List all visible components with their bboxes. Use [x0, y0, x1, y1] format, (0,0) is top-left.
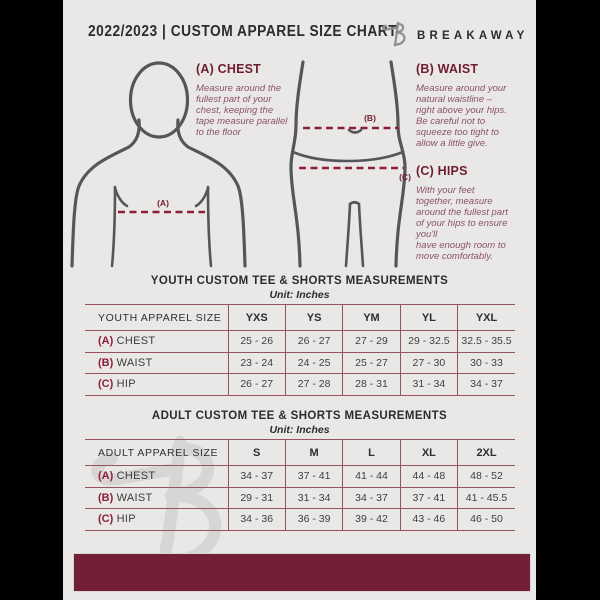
measurement-label-cell: (A) CHEST: [85, 330, 228, 352]
brand-logo: BREAKAWAY: [380, 18, 529, 50]
size-column-header: YS: [284, 304, 343, 331]
lower-body-figure: (B) (C): [289, 60, 411, 268]
table-header-row: ADULT APPAREL SIZE S M L XL 2XL: [85, 439, 515, 466]
measurement-cell: 44 - 48: [399, 465, 458, 487]
chest-heading: (A) CHEST: [196, 62, 261, 76]
adult-table-unit: Unit: Inches: [269, 424, 330, 436]
row-label: HIP: [113, 378, 136, 391]
measurement-cell: 26 - 27: [284, 330, 343, 352]
footer-bar: [73, 553, 531, 592]
hips-instructions: (C) HIPS With your feet together, measur…: [416, 164, 536, 262]
size-column-header: 2XL: [457, 439, 515, 466]
measurement-row: (C) HIP 26 - 27 27 - 28 28 - 31 31 - 34 34 - …: [85, 373, 515, 396]
waist-body-text: Measure around your natural waistline – …: [416, 83, 507, 149]
apparel-size-column-header: YOUTH APPAREL SIZE: [85, 304, 228, 331]
row-label: HIP: [113, 513, 136, 526]
measurement-row: (B) WAIST 23 - 24 24 - 25 25 - 27 27 - 30 30 …: [85, 351, 515, 374]
youth-table-title: YOUTH CUSTOM TEE & SHORTS MEASUREMENTS: [150, 275, 449, 287]
chest-body-text: Measure around the fullest part of your …: [196, 83, 288, 138]
measurement-row: (A) CHEST 25 - 26 26 - 27 27 - 29 29 - 32.5 3…: [85, 330, 515, 352]
adult-table-title: ADULT CUSTOM TEE & SHORTS MEASUREMENTS: [151, 410, 448, 422]
size-column-header: YXS: [227, 304, 286, 331]
row-label: CHEST: [113, 335, 156, 348]
measurement-cell: 29 - 32.5: [399, 330, 458, 352]
breakaway-b-icon: [380, 18, 410, 50]
size-column-header: S: [227, 439, 286, 466]
row-key: (B): [98, 356, 114, 369]
measurement-cell: 26 - 27: [227, 373, 286, 396]
measurement-cell: 34 - 36: [227, 508, 286, 531]
table-header-row: YOUTH APPAREL SIZE YXS YS YM YL YXL: [85, 304, 515, 331]
measurement-cell: 34 - 37: [227, 465, 286, 487]
page-title: 2022/2023 | CUSTOM APPAREL SIZE CHART: [88, 23, 398, 40]
measurement-label-cell: (C) HIP: [85, 373, 228, 396]
size-column-header: YL: [399, 304, 458, 331]
apparel-size-column-header: ADULT APPAREL SIZE: [85, 439, 228, 466]
measurement-cell: 43 - 46: [399, 508, 458, 531]
measurement-cell: 41 - 45.5: [457, 486, 515, 509]
row-label: CHEST: [113, 470, 156, 483]
size-column-header: YM: [342, 304, 401, 331]
measurement-row: (B) WAIST 29 - 31 31 - 34 34 - 37 37 - 41 41 …: [85, 486, 515, 509]
measurement-label-cell: (B) WAIST: [85, 486, 228, 509]
row-key: (A): [98, 335, 114, 348]
waist-line-label: (B): [364, 113, 376, 123]
measurement-cell: 30 - 33: [457, 351, 515, 374]
hips-body-text: With your feet together, measure around …: [416, 185, 508, 262]
measurement-label-cell: (B) WAIST: [85, 351, 228, 374]
size-column-header: M: [284, 439, 343, 466]
size-column-header: L: [342, 439, 401, 466]
size-column-header: XL: [399, 439, 458, 466]
measurement-row: (A) CHEST 34 - 37 37 - 41 41 - 44 44 - 48 48 …: [85, 465, 515, 487]
upper-body-figure: (A): [70, 61, 247, 268]
measurement-cell: 27 - 30: [399, 351, 458, 374]
measurement-cell: 23 - 24: [227, 351, 286, 374]
waist-heading: (B) WAIST: [416, 62, 479, 76]
waist-instructions: (B) WAIST Measure around your natural wa…: [416, 62, 536, 149]
size-chart-page: 2022/2023 | CUSTOM APPAREL SIZE CHART BR…: [63, 0, 536, 600]
row-label: WAIST: [113, 491, 153, 504]
measurement-cell: 37 - 41: [399, 486, 458, 509]
measurement-cell: 37 - 41: [284, 465, 343, 487]
measurement-cell: 27 - 29: [342, 330, 401, 352]
measurement-cell: 24 - 25: [284, 351, 343, 374]
brand-name: BREAKAWAY: [417, 29, 529, 42]
measurement-cell: 36 - 39: [284, 508, 343, 531]
chest-line-label: (A): [157, 198, 169, 208]
measurement-cell: 25 - 26: [227, 330, 286, 352]
measurement-cell: 41 - 44: [342, 465, 401, 487]
measurement-cell: 31 - 34: [284, 486, 343, 509]
measurement-label-cell: (C) HIP: [85, 508, 228, 531]
body-measurement-diagram: (A) (B) (C): [70, 60, 411, 268]
youth-table-unit: Unit: Inches: [269, 289, 330, 301]
measurement-cell: 31 - 34: [399, 373, 458, 396]
measurement-cell: 34 - 37: [457, 373, 515, 396]
measurement-row: (C) HIP 34 - 36 36 - 39 39 - 42 43 - 46 46 - …: [85, 508, 515, 531]
measurement-cell: 46 - 50: [457, 508, 515, 531]
youth-size-table: YOUTH APPAREL SIZE YXS YS YM YL YXL (A) CHEST…: [85, 304, 515, 396]
adult-size-table: ADULT APPAREL SIZE S M L XL 2XL (A) CHEST 34 -…: [85, 439, 515, 531]
row-key: (A): [98, 470, 114, 483]
hips-heading: (C) HIPS: [416, 164, 468, 178]
row-key: (C): [98, 378, 114, 391]
row-key: (C): [98, 513, 114, 526]
measurement-cell: 32.5 - 35.5: [457, 330, 515, 352]
measurement-cell: 29 - 31: [227, 486, 286, 509]
hip-line-label: (C): [399, 172, 411, 182]
row-key: (B): [98, 491, 114, 504]
measurement-label-cell: (A) CHEST: [85, 465, 228, 487]
measurement-cell: 25 - 27: [342, 351, 401, 374]
measurement-cell: 39 - 42: [342, 508, 401, 531]
chest-instructions: (A) CHEST Measure around the fullest par…: [196, 62, 308, 138]
measurement-cell: 34 - 37: [342, 486, 401, 509]
measurement-cell: 28 - 31: [342, 373, 401, 396]
row-label: WAIST: [113, 356, 153, 369]
size-column-header: YXL: [457, 304, 515, 331]
measurement-cell: 48 - 52: [457, 465, 515, 487]
measurement-cell: 27 - 28: [284, 373, 343, 396]
